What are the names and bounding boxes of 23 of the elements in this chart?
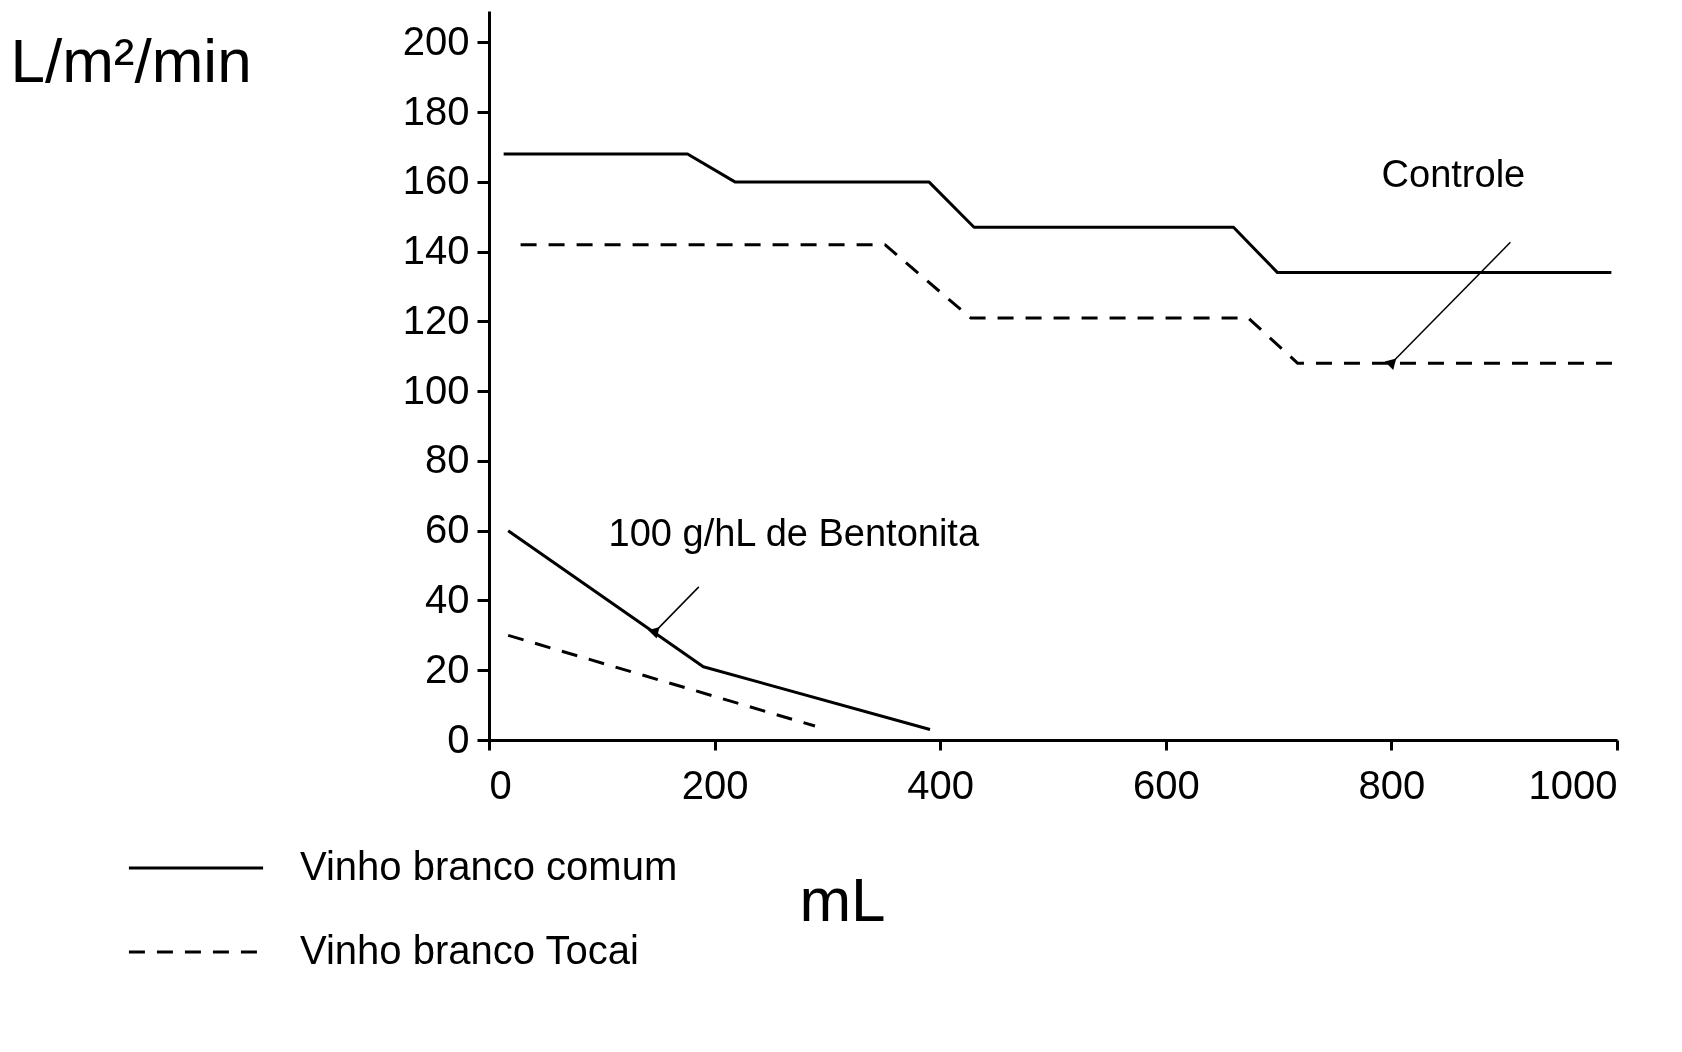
y-tick-label: 0 bbox=[447, 716, 470, 761]
y-tick-label: 20 bbox=[425, 646, 470, 691]
y-tick-label: 60 bbox=[425, 507, 470, 552]
y-tick-label: 40 bbox=[425, 576, 470, 621]
y-axis-title: L/m²/min bbox=[10, 25, 252, 95]
x-tick-label: 0 bbox=[489, 762, 512, 807]
annotation: Controle bbox=[1381, 153, 1526, 196]
annotation: 100 g/hL de Bentonita bbox=[608, 511, 980, 554]
x-tick-label: 400 bbox=[907, 762, 975, 807]
y-tick-label: 160 bbox=[402, 158, 470, 203]
x-tick-label: 1000 bbox=[1528, 762, 1618, 807]
y-tick-label: 100 bbox=[402, 367, 470, 412]
y-tick-label: 140 bbox=[402, 228, 470, 273]
x-tick-label: 800 bbox=[1358, 762, 1426, 807]
y-tick-label: 180 bbox=[402, 88, 470, 133]
x-axis-title: mL bbox=[799, 864, 886, 934]
legend-label: Vinho branco comum bbox=[300, 844, 678, 888]
x-tick-label: 200 bbox=[681, 762, 749, 807]
y-tick-label: 80 bbox=[425, 437, 470, 482]
x-tick-label: 600 bbox=[1132, 762, 1200, 807]
legend-label: Vinho branco Tocai bbox=[300, 928, 639, 972]
y-tick-label: 200 bbox=[402, 18, 470, 63]
y-tick-label: 120 bbox=[402, 297, 470, 342]
